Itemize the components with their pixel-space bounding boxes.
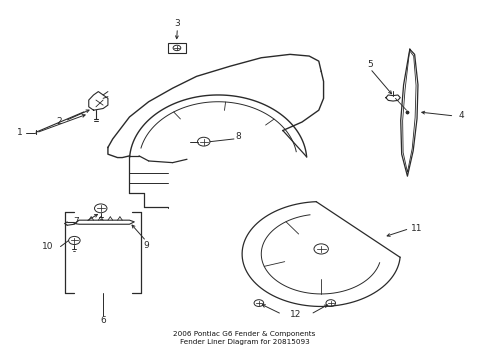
Text: 5: 5 xyxy=(366,60,372,69)
Text: 2: 2 xyxy=(57,117,62,126)
Text: 3: 3 xyxy=(174,19,180,28)
Text: 6: 6 xyxy=(100,315,106,324)
Text: 4: 4 xyxy=(457,112,463,121)
Text: 10: 10 xyxy=(42,242,54,251)
Text: 11: 11 xyxy=(410,224,422,233)
Bar xyxy=(167,43,185,53)
Text: 9: 9 xyxy=(143,241,149,250)
Text: 2006 Pontiac G6 Fender & Components
Fender Liner Diagram for 20815093: 2006 Pontiac G6 Fender & Components Fend… xyxy=(173,331,315,345)
Text: 12: 12 xyxy=(289,310,301,319)
Text: 8: 8 xyxy=(234,132,240,141)
Text: 1: 1 xyxy=(17,129,23,138)
Text: 7: 7 xyxy=(73,217,79,226)
